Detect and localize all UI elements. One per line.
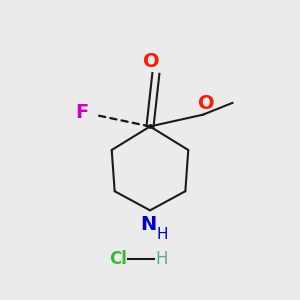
Text: H: H — [155, 250, 168, 268]
Text: O: O — [198, 94, 215, 113]
Text: Cl: Cl — [109, 250, 127, 268]
Text: N: N — [140, 215, 157, 234]
Text: O: O — [143, 52, 160, 70]
Text: F: F — [75, 103, 88, 122]
Text: H: H — [157, 227, 168, 242]
